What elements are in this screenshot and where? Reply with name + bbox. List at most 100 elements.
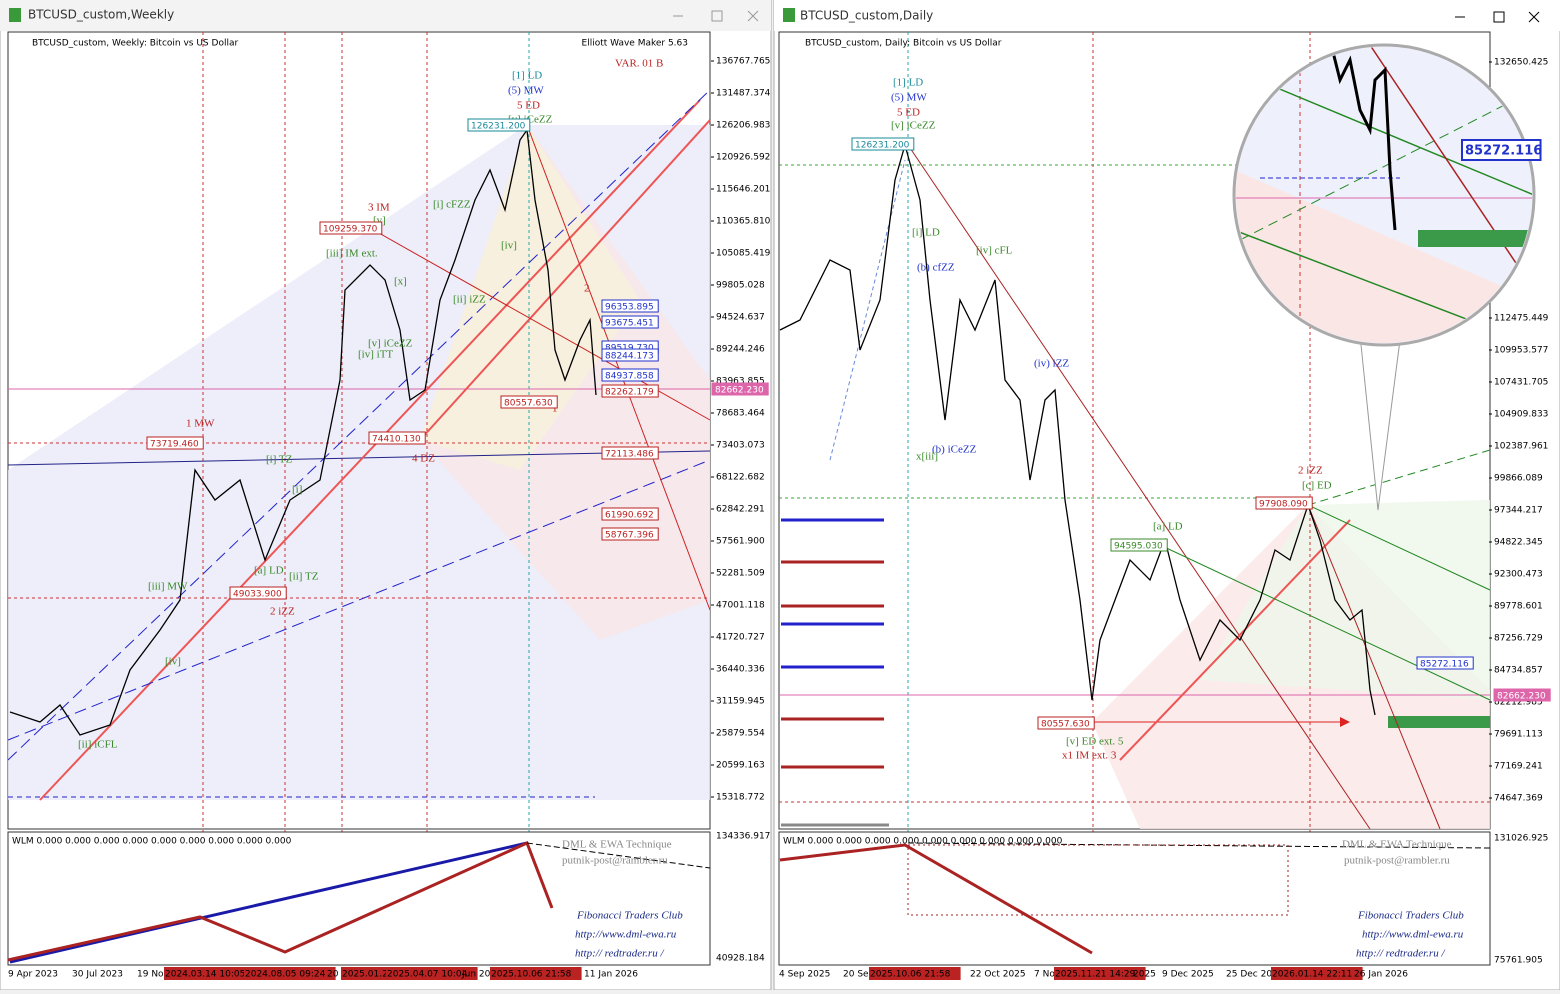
price-line <box>1328 47 1397 231</box>
price-box-label: 80557.630 <box>504 399 553 409</box>
trend-line <box>1236 69 1532 196</box>
price-tick: 120926.592 <box>716 153 770 163</box>
price-box-label: 94595.030 <box>1114 542 1163 552</box>
indicator-line <box>9 841 528 964</box>
maximize-button[interactable] <box>1493 11 1505 23</box>
date-label: 2024.08.05 09:24 <box>245 970 326 980</box>
date-label: 2025.10.06 21:58 <box>870 970 951 980</box>
price-tick: 20599.163 <box>716 761 765 771</box>
target-zone <box>1418 230 1532 247</box>
indicator-line <box>779 843 1093 955</box>
window-daily <box>773 0 1560 991</box>
indicator-line <box>526 842 711 869</box>
price-box <box>368 431 426 445</box>
wave-label: x1 IM ext. 3 <box>1062 750 1117 762</box>
close-button[interactable] <box>1528 11 1540 23</box>
date-label: 4 Sep 2025 <box>779 970 830 980</box>
price-box-label: 96353.895 <box>605 303 654 313</box>
price-tick: 62842.291 <box>716 505 765 515</box>
arrow-head <box>1340 717 1350 727</box>
date-label: 2025.04.07 10:04 <box>387 970 468 980</box>
wave-label: [a] LD <box>254 565 284 577</box>
wave-label: [iii] MW <box>148 581 188 593</box>
wave-label: [1] LD <box>512 70 542 82</box>
date-lines <box>8 32 710 965</box>
app-icon <box>9 8 21 22</box>
price-tick: 68122.682 <box>716 473 765 483</box>
price-tick: 79691.113 <box>1494 730 1543 740</box>
price-box <box>146 436 204 450</box>
price-tick: 47001.118 <box>716 601 765 611</box>
wave-label: 5 ED <box>517 100 540 112</box>
price-box <box>851 137 915 151</box>
credit-text: http:// redtrader.ru / <box>1356 948 1445 960</box>
wave-label: [1] LD <box>893 77 923 89</box>
price-box-label: 93675.451 <box>605 319 654 329</box>
date-label: 9 Apr 2023 <box>8 970 58 980</box>
indicator-tick: 40928.184 <box>716 954 765 964</box>
price-box <box>601 507 659 521</box>
date-label: 2024.03.14 10:05 <box>165 970 245 980</box>
price-tick: 73403.073 <box>716 441 765 451</box>
wave-label: [iv] iTT <box>358 349 393 361</box>
indicator-box <box>907 844 1289 916</box>
price-box <box>601 368 659 382</box>
price-tick: 74647.369 <box>1494 794 1543 804</box>
trend-line <box>1159 544 1491 701</box>
price-box <box>500 395 558 409</box>
magnifier-content <box>1236 47 1532 343</box>
price-box-label: 126231.200 <box>855 141 910 151</box>
price-box <box>319 221 383 235</box>
price-box-label: 85272.116 <box>1420 660 1469 670</box>
price-tick: 104909.833 <box>1494 410 1548 420</box>
wave-label: (5) MW <box>508 85 544 97</box>
wave-label: [i] cFZZ <box>433 199 471 211</box>
price-box-label: 49033.900 <box>233 590 282 600</box>
close-button[interactable] <box>747 10 759 22</box>
wave-label: [a] LD <box>1153 521 1183 533</box>
wave-label: x[iii] <box>916 451 938 463</box>
credit-text: http://www.dml-ewa.ru <box>575 929 677 941</box>
wave-label: [iii] IM ext. <box>326 248 378 260</box>
date-label: 2025 <box>1133 970 1156 980</box>
chart-label: BTCUSD_custom, Weekly: Bitcoin vs US Dol… <box>32 39 238 49</box>
price-box <box>1255 496 1313 510</box>
wave-label: [v] iCeZZ <box>368 338 413 350</box>
trend-line <box>1369 47 1532 291</box>
indicator-pane <box>7 831 711 966</box>
wave-label: 2 iZZ <box>1298 465 1323 477</box>
date-highlight <box>341 967 394 980</box>
price-tick: 97344.217 <box>1494 506 1543 516</box>
trend-line <box>419 119 711 441</box>
window-weekly <box>0 0 772 991</box>
date-label: 20 Sep <box>843 970 875 980</box>
date-highlight <box>1271 967 1363 980</box>
date-label: Jun 20 <box>461 970 491 980</box>
trend-line <box>526 124 711 611</box>
price-box-label: 84937.858 <box>605 372 654 382</box>
price-box <box>1416 656 1474 670</box>
price-box-label: 88244.173 <box>605 352 654 362</box>
wave-label: VAR. 01 B <box>615 58 663 70</box>
indicator-label: WLM 0.000 0.000 0.000 0.000 0.000 0.000 … <box>12 837 292 847</box>
date-label: 30 Jul 2023 <box>72 970 123 980</box>
price-tick: 78683.464 <box>716 409 765 419</box>
wave-label: [i] <box>292 484 302 496</box>
price-line <box>779 142 1376 716</box>
price-tick: 82212.985 <box>1494 698 1543 708</box>
maximize-button[interactable] <box>711 10 723 22</box>
fib-zone <box>1200 500 1490 700</box>
indicator-tick: 134336.917 <box>716 832 770 842</box>
wave-label: 2 iZZ <box>270 606 295 618</box>
date-label: 2025.11.21 14:29 <box>1055 970 1136 980</box>
price-box-label: 73719.460 <box>150 440 199 450</box>
price-box-label: 85272.116 <box>1465 144 1542 159</box>
credit-text: http:// redtrader.ru / <box>575 948 664 960</box>
credit-text: DML & EWA Technique <box>562 839 672 851</box>
price-tick: 115646.201 <box>716 185 770 195</box>
chart-label: BTCUSD_custom, Daily: Bitcoin vs US Doll… <box>805 39 1002 49</box>
price-tick: 109953.577 <box>1494 346 1548 356</box>
trend-line <box>1307 449 1491 506</box>
price-tick: 105085.419 <box>716 249 771 259</box>
